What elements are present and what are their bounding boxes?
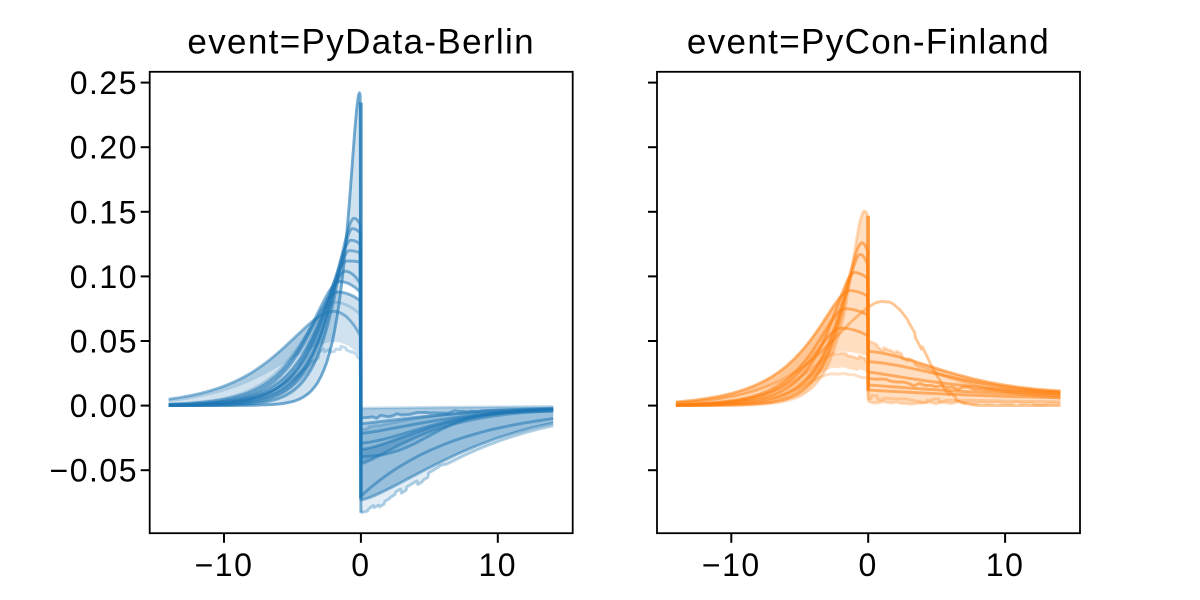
svg-text:0.10: 0.10 xyxy=(70,259,138,295)
svg-text:0: 0 xyxy=(351,547,370,583)
svg-text:0: 0 xyxy=(859,547,878,583)
svg-text:event=PyCon-Finland: event=PyCon-Finland xyxy=(687,23,1050,62)
svg-text:0.25: 0.25 xyxy=(70,65,138,101)
svg-text:−10: −10 xyxy=(702,547,761,583)
svg-text:−10: −10 xyxy=(195,547,254,583)
svg-text:10: 10 xyxy=(986,547,1025,583)
svg-text:event=PyData-Berlin: event=PyData-Berlin xyxy=(187,23,535,62)
svg-text:0.15: 0.15 xyxy=(70,194,138,230)
svg-text:0.20: 0.20 xyxy=(70,130,138,166)
svg-text:0.05: 0.05 xyxy=(70,324,138,360)
svg-text:0.00: 0.00 xyxy=(70,388,138,424)
svg-text:10: 10 xyxy=(479,547,518,583)
svg-text:−0.05: −0.05 xyxy=(50,453,138,489)
